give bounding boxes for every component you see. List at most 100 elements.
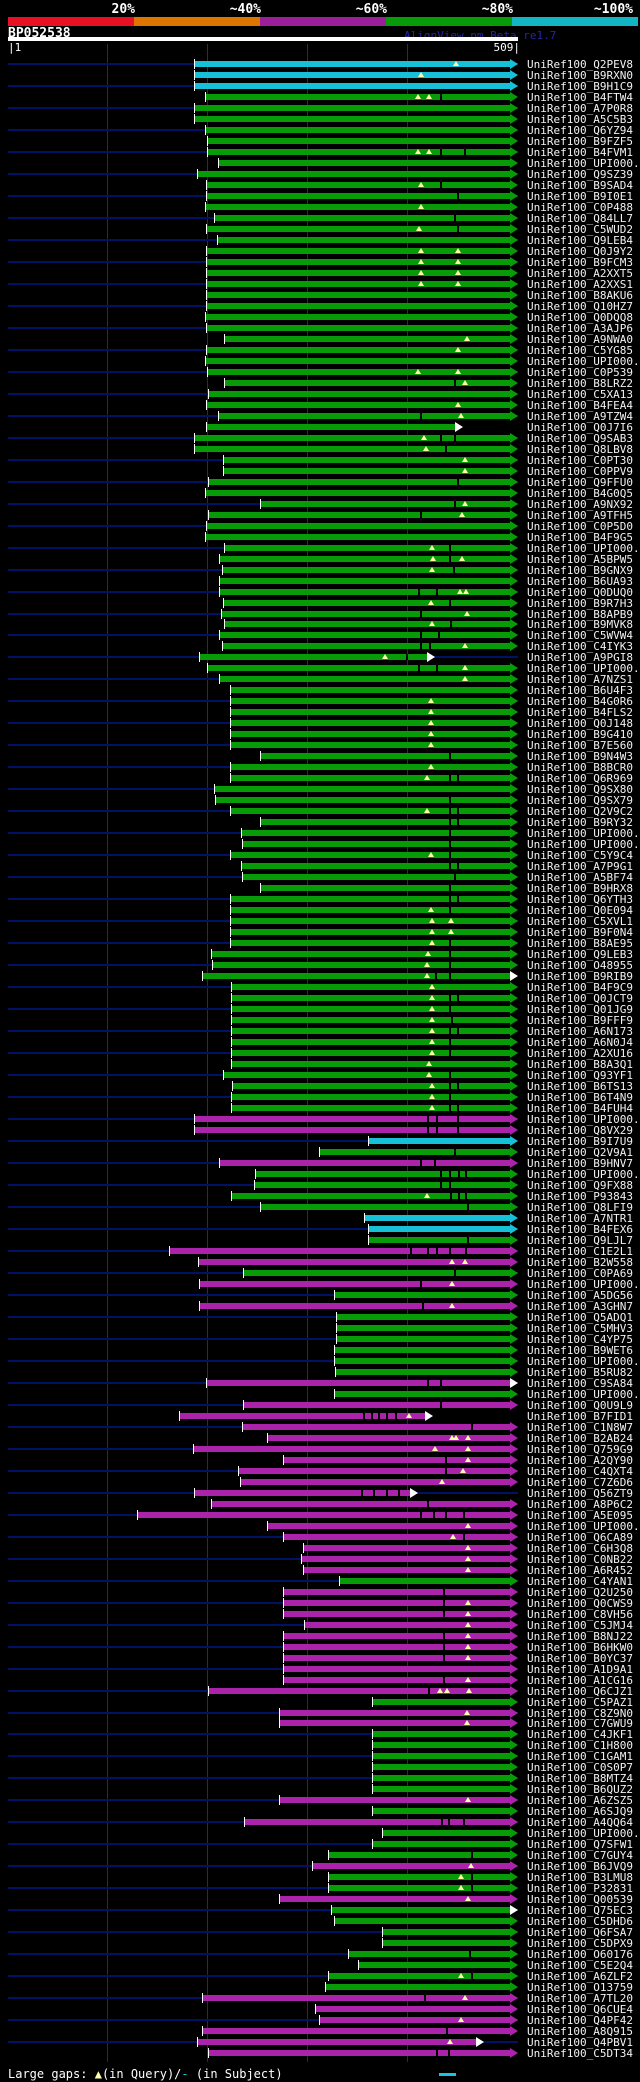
hit-bar[interactable]	[208, 149, 510, 155]
hit-bar[interactable]	[200, 1303, 510, 1309]
hit-label[interactable]: UniRef100_B9RXN0	[527, 69, 633, 82]
hit-label[interactable]: UniRef100_P32831	[527, 1882, 633, 1895]
hit-label[interactable]: UniRef100_A8P6C2	[527, 1498, 633, 1511]
hit-bar[interactable]	[220, 589, 510, 595]
hit-label[interactable]: UniRef100_A6R452	[527, 1564, 633, 1577]
hit-label[interactable]: UniRef100_Q5ADQ1	[527, 1311, 633, 1324]
hit-label[interactable]: UniRef100_Q6CUE4	[527, 2003, 633, 2016]
hit-label[interactable]: UniRef100_C5E2Q4	[527, 1959, 633, 1972]
hit-label[interactable]: UniRef100_Q9LEB4	[527, 234, 633, 247]
hit-bar[interactable]	[284, 1589, 510, 1595]
hit-label[interactable]: UniRef100_Q0J9Y2	[527, 245, 633, 258]
hit-bar[interactable]	[245, 1819, 510, 1825]
hit-bar[interactable]	[242, 863, 510, 869]
hit-bar[interactable]	[198, 171, 510, 177]
hit-bar[interactable]	[231, 731, 510, 737]
hit-bar[interactable]	[373, 1775, 510, 1781]
hit-bar[interactable]	[373, 1742, 510, 1748]
hit-bar[interactable]	[349, 1951, 510, 1957]
hit-label[interactable]: UniRef100_A2QY90	[527, 1454, 633, 1467]
hit-label[interactable]: UniRef100_UPI000..	[527, 542, 640, 555]
hit-label[interactable]: UniRef100_A4QQ64	[527, 1816, 633, 1829]
hit-label[interactable]: UniRef100_C0PA69	[527, 1267, 633, 1280]
hit-label[interactable]: UniRef100_C0PPV9	[527, 465, 633, 478]
hit-label[interactable]: UniRef100_A5BPW5	[527, 553, 633, 566]
hit-label[interactable]: UniRef100_A2XU16	[527, 1047, 633, 1060]
hit-bar[interactable]	[335, 1347, 510, 1353]
hit-bar[interactable]	[383, 1830, 510, 1836]
hit-label[interactable]: UniRef100_A6SJQ9	[527, 1805, 633, 1818]
hit-label[interactable]: UniRef100_C1N8W7	[527, 1421, 633, 1434]
hit-bar[interactable]	[231, 907, 510, 913]
hit-label[interactable]: UniRef100_A1D9A1	[527, 1663, 633, 1676]
hit-label[interactable]: UniRef100_B7FID1	[527, 1410, 633, 1423]
hit-bar[interactable]	[284, 1644, 510, 1650]
hit-label[interactable]: UniRef100_C8VH56	[527, 1608, 633, 1621]
hit-label[interactable]: UniRef100_A3AJP6	[527, 322, 633, 335]
hit-bar[interactable]	[337, 1325, 510, 1331]
hit-bar[interactable]	[207, 347, 510, 353]
hit-label[interactable]: UniRef100_C4IYK3	[527, 640, 633, 653]
hit-label[interactable]: UniRef100_B6JVQ9	[527, 1860, 633, 1873]
hit-label[interactable]: UniRef100_Q6R969	[527, 772, 633, 785]
hit-bar[interactable]	[209, 1688, 510, 1694]
hit-label[interactable]: UniRef100_B9HRX8	[527, 882, 633, 895]
hit-bar[interactable]	[284, 1534, 510, 1540]
hit-label[interactable]: UniRef100_B9FZF5	[527, 135, 633, 148]
hit-label[interactable]: UniRef100_Q9SX80	[527, 783, 633, 796]
hit-bar[interactable]	[337, 1336, 510, 1342]
hit-label[interactable]: UniRef100_Q0E094	[527, 904, 633, 917]
hit-label[interactable]: UniRef100_O48955	[527, 959, 633, 972]
hit-label[interactable]: UniRef100_B9N4W3	[527, 750, 633, 763]
hit-label[interactable]: UniRef100_Q2U250	[527, 1586, 633, 1599]
hit-label[interactable]: UniRef100_Q56ZT9	[527, 1487, 633, 1500]
hit-label[interactable]: UniRef100_B2AB24	[527, 1432, 633, 1445]
hit-label[interactable]: UniRef100_C5DT34	[527, 2047, 633, 2060]
hit-label[interactable]: UniRef100_UPI000..	[527, 1827, 640, 1840]
hit-label[interactable]: UniRef100_B9I7U9	[527, 1135, 633, 1148]
hit-bar[interactable]	[232, 1050, 510, 1056]
hit-bar[interactable]	[222, 611, 510, 617]
hit-bar[interactable]	[255, 1182, 510, 1188]
hit-bar[interactable]	[256, 1171, 510, 1177]
hit-label[interactable]: UniRef100_B6T4N9	[527, 1091, 633, 1104]
hit-label[interactable]: UniRef100_B3LMU8	[527, 1871, 633, 1884]
hit-bar[interactable]	[337, 1314, 510, 1320]
hit-label[interactable]: UniRef100_A6N0J4	[527, 1036, 633, 1049]
hit-bar[interactable]	[206, 94, 510, 100]
hit-label[interactable]: UniRef100_C5DPX9	[527, 1937, 633, 1950]
hit-bar[interactable]	[207, 259, 510, 265]
hit-bar[interactable]	[244, 1270, 510, 1276]
hit-bar[interactable]	[369, 1226, 510, 1232]
hit-label[interactable]: UniRef100_A7NTR1	[527, 1212, 633, 1225]
hit-bar[interactable]	[213, 962, 510, 968]
hit-bar[interactable]	[329, 1852, 510, 1858]
hit-bar[interactable]	[209, 479, 510, 485]
hit-bar[interactable]	[207, 182, 510, 188]
hit-bar[interactable]	[207, 292, 510, 298]
hit-label[interactable]: UniRef100_UPI000..	[527, 1388, 640, 1401]
hit-bar[interactable]	[223, 567, 510, 573]
hit-bar[interactable]	[195, 116, 510, 122]
hit-bar[interactable]	[207, 226, 510, 232]
hit-bar[interactable]	[243, 1424, 510, 1430]
hit-bar[interactable]	[280, 1896, 510, 1902]
hit-bar[interactable]	[369, 1237, 510, 1243]
hit-bar[interactable]	[326, 1984, 510, 1990]
hit-label[interactable]: UniRef100_C7GWU9	[527, 1717, 633, 1730]
hit-label[interactable]: UniRef100_B9RY32	[527, 816, 633, 829]
hit-bar[interactable]	[284, 1666, 510, 1672]
hit-label[interactable]: UniRef100_B4G0Q5	[527, 487, 633, 500]
hit-label[interactable]: UniRef100_A5E095	[527, 1509, 633, 1522]
hit-label[interactable]: UniRef100_Q0DUQ0	[527, 586, 633, 599]
hit-label[interactable]: UniRef100_Q4PBV1	[527, 2036, 633, 2049]
hit-bar[interactable]	[220, 632, 510, 638]
hit-bar[interactable]	[335, 1391, 510, 1397]
hit-label[interactable]: UniRef100_B9H1C9	[527, 80, 633, 93]
hit-label[interactable]: UniRef100_A1CG16	[527, 1674, 633, 1687]
hit-label[interactable]: UniRef100_UPI000..	[527, 1168, 640, 1181]
hit-bar[interactable]	[329, 1874, 510, 1880]
hit-label[interactable]: UniRef100_B9FCM3	[527, 256, 633, 269]
hit-bar[interactable]	[138, 1512, 510, 1518]
hit-label[interactable]: UniRef100_C0P539	[527, 366, 633, 379]
